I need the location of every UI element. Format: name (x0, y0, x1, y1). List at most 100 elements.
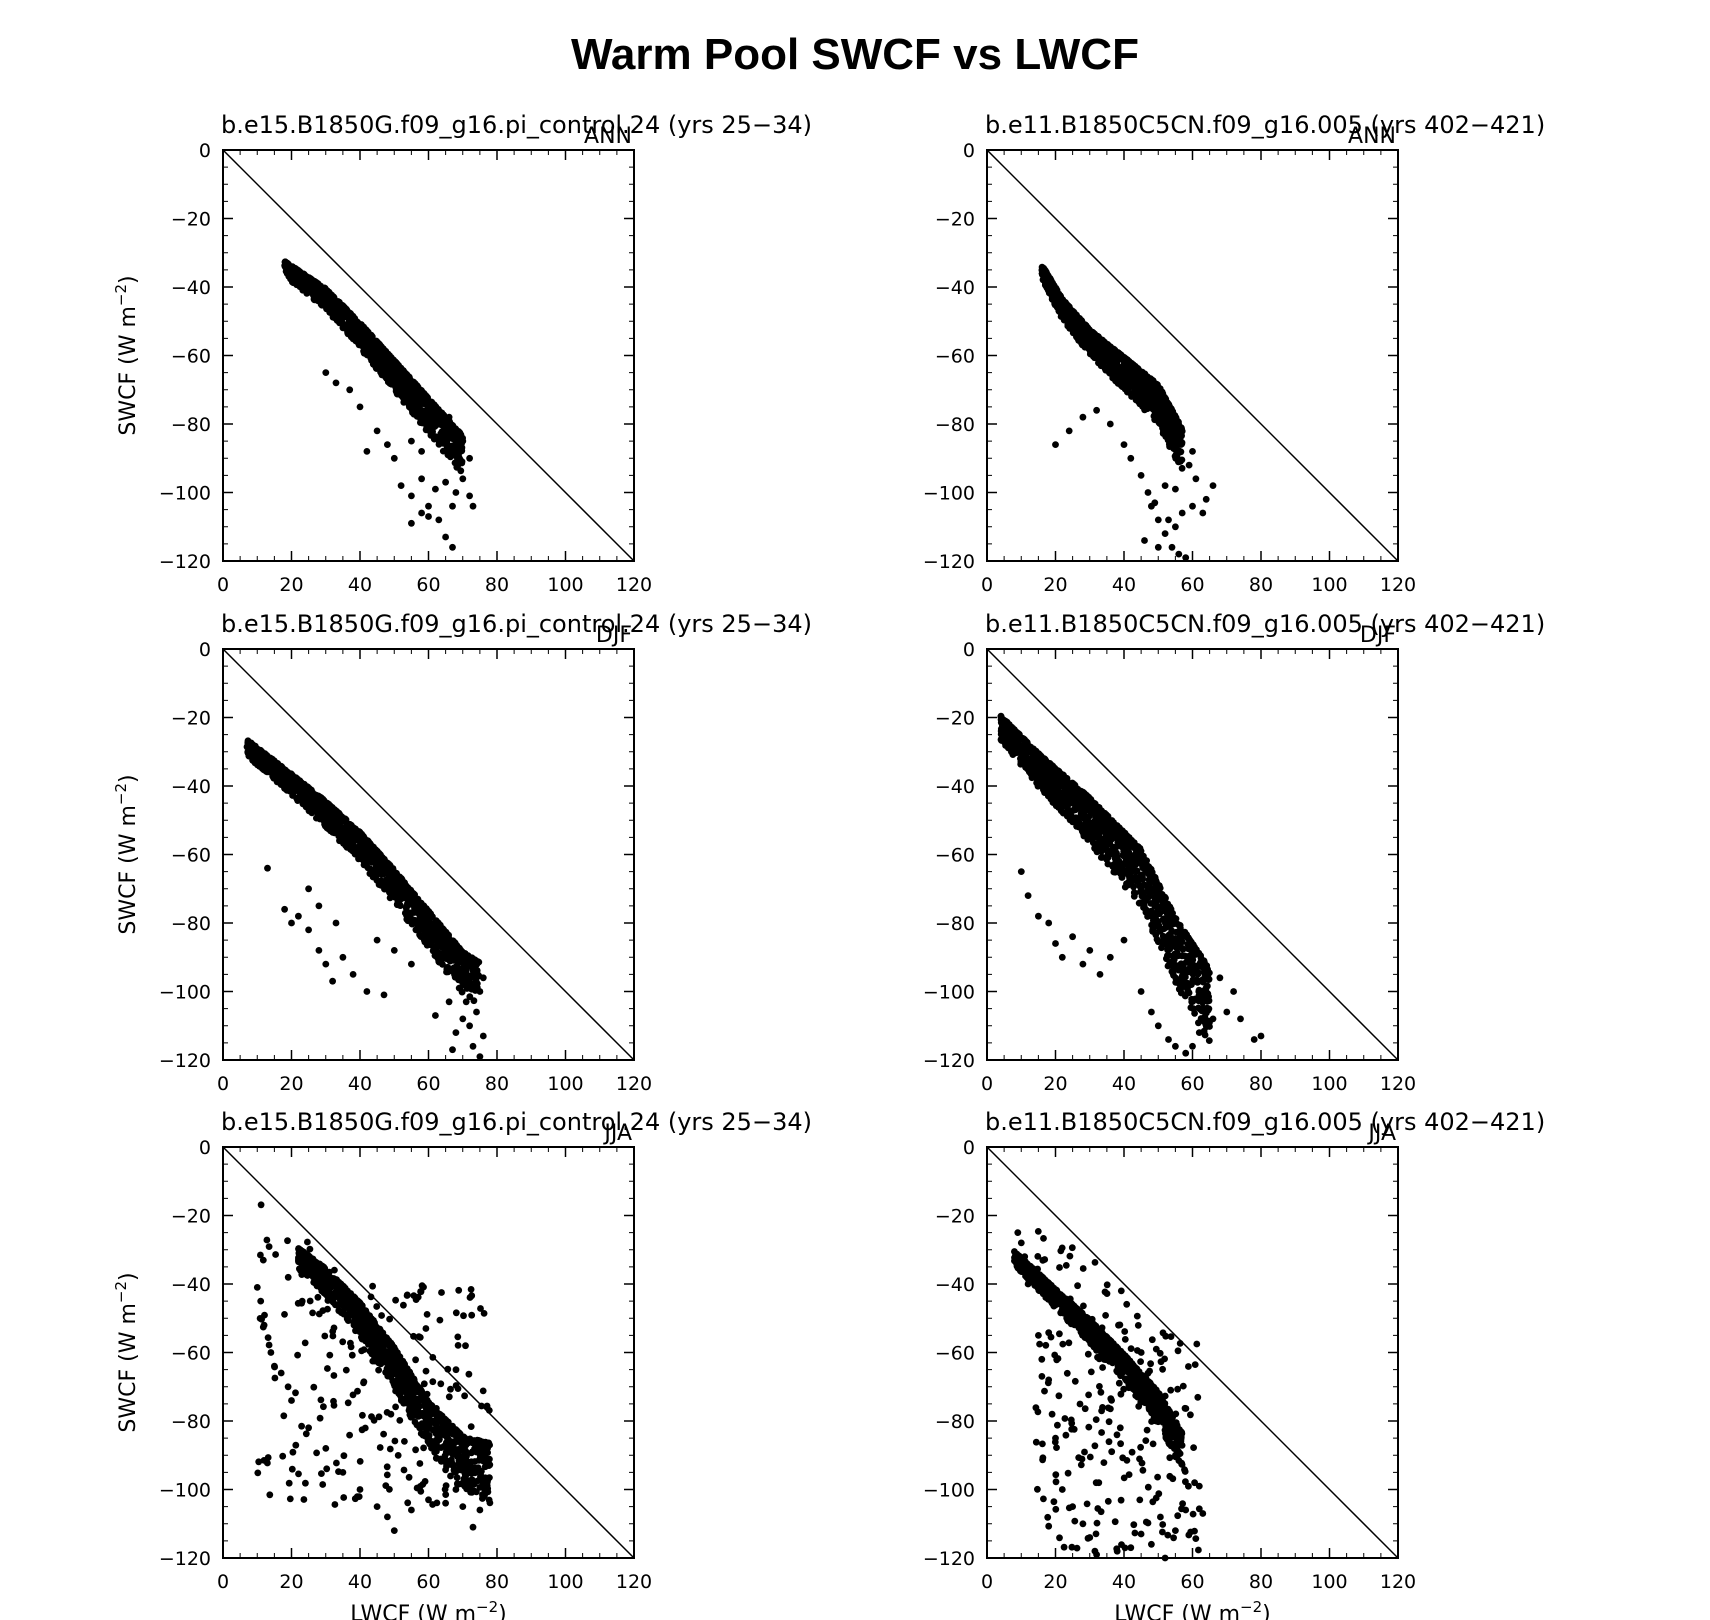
y-tick-label: −120 (923, 1050, 975, 1072)
data-point (1140, 384, 1147, 392)
data-point (408, 437, 415, 445)
y-tick-label: −120 (923, 551, 975, 573)
y-tick-label: −40 (171, 277, 211, 299)
case-label: b.e15.B1850G.f09_g16.pi_control.24 (yrs … (221, 610, 812, 638)
data-point (1182, 554, 1190, 561)
data-point (293, 275, 301, 283)
data-point (439, 955, 447, 962)
data-point (1120, 441, 1128, 448)
x-tick-label: 0 (217, 1073, 229, 1095)
data-point (1114, 380, 1122, 387)
data-point (1078, 317, 1085, 325)
y-tick-label: −60 (171, 845, 211, 867)
x-tick-label: 0 (217, 574, 229, 596)
data-point (476, 988, 484, 995)
data-point (443, 968, 450, 976)
data-point (288, 919, 295, 927)
data-point (322, 369, 330, 376)
data-point (429, 921, 437, 929)
data-point (1126, 381, 1134, 389)
data-point (341, 828, 348, 836)
data-point (389, 874, 397, 882)
data-point (425, 502, 432, 510)
data-point (339, 953, 347, 961)
data-point (384, 441, 391, 448)
data-point (1066, 311, 1074, 318)
data-point (1147, 375, 1154, 382)
data-point (335, 828, 342, 836)
data-point (305, 926, 312, 934)
data-point (1119, 353, 1126, 361)
season-label: ANN (584, 124, 632, 149)
data-point (356, 403, 364, 411)
data-point (1190, 1005, 1197, 1013)
data-point (373, 936, 381, 944)
data-point (377, 867, 385, 875)
x-tick-label: 100 (547, 574, 583, 596)
data-point (479, 974, 487, 982)
data-point (356, 324, 364, 332)
data-point (1153, 383, 1161, 390)
data-point (1189, 448, 1196, 455)
data-point (459, 979, 466, 986)
data-point (466, 492, 473, 500)
x-tick-label: 80 (1249, 1073, 1273, 1095)
data-point (452, 489, 460, 496)
y-tick-label: −40 (171, 776, 211, 798)
data-point (362, 345, 370, 352)
data-point (1052, 441, 1059, 448)
data-point (1071, 320, 1079, 328)
y-axis-label: SWCF (W m−2) (112, 774, 141, 934)
data-point (1042, 270, 1050, 278)
data-point (321, 820, 328, 828)
data-point (432, 433, 439, 441)
y-tick-label: −100 (159, 982, 211, 1004)
panel-ann-right: 0 20 40 60 80 100 1200−20−40−60−80−100−120b.e1… (923, 111, 1545, 596)
y-tick-label: −20 (171, 209, 211, 231)
data-point (1124, 366, 1132, 374)
data-point (335, 301, 343, 308)
data-point (301, 277, 309, 284)
data-point (399, 373, 407, 381)
data-point (466, 1022, 473, 1030)
x-tick-label: 40 (348, 574, 372, 596)
season-label: DJF (1360, 623, 1396, 648)
y-tick-label: −20 (935, 209, 975, 231)
data-point (402, 383, 409, 391)
panel-djf-right: 0 20 40 60 80 100 1200−20−40−60−80−100−120b.e1… (923, 610, 1545, 1095)
x-tick-label: 100 (1311, 1073, 1347, 1095)
data-point (1144, 398, 1151, 406)
data-point (1161, 413, 1169, 421)
data-point (459, 475, 467, 483)
x-tick-label: 20 (1043, 1073, 1067, 1095)
data-point (1165, 516, 1172, 524)
data-points (1038, 263, 1217, 561)
data-points (281, 258, 477, 551)
data-point (452, 1029, 460, 1036)
data-point (449, 1046, 456, 1054)
data-point (1127, 454, 1135, 462)
data-point (453, 463, 461, 471)
data-point (380, 369, 388, 376)
data-point (264, 864, 271, 872)
data-point (305, 885, 312, 893)
data-point (266, 757, 274, 765)
data-point (329, 293, 337, 300)
data-point (1154, 543, 1162, 551)
data-point (1202, 495, 1210, 503)
data-point (429, 400, 436, 407)
data-point (1172, 523, 1179, 531)
data-point (332, 379, 340, 387)
data-point (418, 475, 425, 483)
data-point (310, 803, 318, 810)
data-point (1189, 502, 1196, 510)
data-point (1085, 345, 1092, 352)
x-tick-label: 100 (547, 1073, 583, 1095)
data-point (1091, 354, 1098, 362)
data-point (1175, 550, 1183, 558)
x-tick-label: 20 (1043, 574, 1067, 596)
y-tick-label: −120 (159, 1050, 211, 1072)
data-point (369, 339, 377, 347)
data-point (1154, 401, 1162, 409)
